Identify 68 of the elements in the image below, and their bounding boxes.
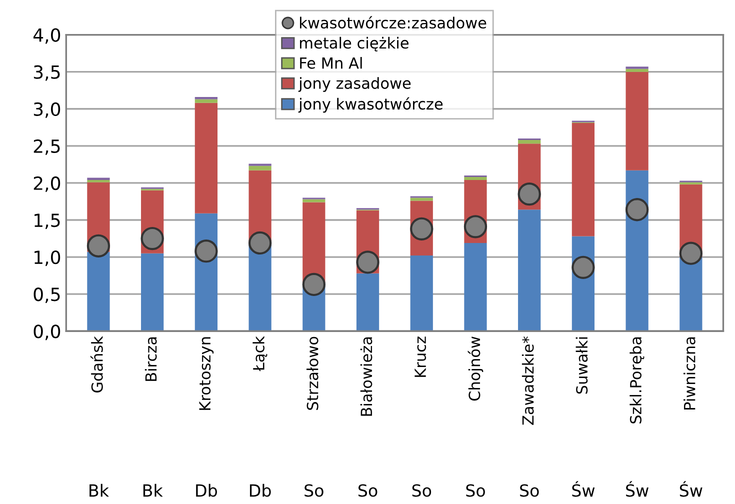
point: [302, 272, 326, 296]
y-tick-label: 4,0: [33, 28, 60, 44]
x-tick-label: Krotoszyn: [199, 337, 214, 410]
bar: [464, 242, 487, 332]
x-tick-label: Suwałki: [576, 337, 588, 394]
y-tick-label: 0,0: [34, 324, 60, 340]
point: [248, 231, 272, 255]
x-tick-label: Chojnów: [468, 336, 484, 401]
text: So: [358, 484, 378, 497]
legend-label: kwasotwórcze:zasadowe: [300, 16, 486, 29]
bar: [572, 122, 595, 236]
text: Db: [250, 484, 271, 497]
x-tick-label: Strzałowo: [306, 336, 318, 410]
bar: [194, 102, 218, 214]
y-tick-label: 3,5: [34, 65, 60, 81]
bar: [141, 253, 164, 332]
legend-label: metale ciężkie: [300, 36, 408, 52]
text: Św: [626, 481, 648, 497]
bar: [248, 166, 272, 170]
bar: [87, 252, 110, 332]
point: [518, 182, 541, 206]
bar: [518, 140, 541, 144]
bar: [302, 202, 326, 283]
text: So: [466, 484, 485, 497]
point: [572, 256, 595, 279]
bar: [410, 256, 433, 332]
point: [86, 234, 110, 258]
x-tick-label: Piwniczna: [684, 337, 696, 410]
bar: [87, 180, 110, 182]
x-tick-label: Szkl.Poręba: [630, 337, 644, 424]
bar: [518, 210, 541, 332]
text: Db: [196, 484, 217, 497]
text: Bk: [143, 484, 163, 497]
bar: [464, 177, 487, 180]
text: So: [412, 484, 432, 497]
point: [194, 240, 218, 263]
point: [625, 198, 649, 222]
y-tick-label: 3,0: [34, 102, 60, 118]
point: [679, 242, 702, 265]
bar: [356, 273, 380, 332]
text: Św: [680, 481, 702, 497]
y-tick-label: 2,5: [34, 139, 60, 155]
point: [356, 250, 380, 274]
x-tick-label: Krucz: [414, 336, 426, 377]
x-tick-label: Bircza: [144, 337, 157, 381]
x-tick-label: Białowieża: [360, 337, 372, 416]
x-tick-label: Gdańsk: [90, 336, 103, 393]
bar: [626, 68, 648, 72]
y-tick-label: 2,0: [34, 176, 60, 192]
bar: [680, 257, 702, 332]
text: So: [520, 484, 539, 497]
point: [464, 215, 488, 238]
y-tick-label: 0,5: [34, 288, 60, 304]
bar: [248, 244, 272, 332]
x-tick-label: Łąck: [252, 336, 268, 372]
legend-label: Fe Mn Al: [300, 56, 362, 69]
point: [140, 226, 164, 250]
bar: [194, 99, 218, 103]
point: [410, 217, 434, 240]
text: Św: [572, 481, 595, 497]
text: So: [304, 484, 324, 497]
y-tick-label: 1,5: [34, 214, 60, 229]
legend-label: jony zasadowe: [298, 77, 411, 92]
bar: [626, 72, 648, 170]
text: Bk: [90, 484, 109, 497]
legend-label: jony kwasotwórcze: [298, 97, 443, 113]
x-tick-label: Zawadzkie*: [522, 336, 534, 425]
y-tick-label: 1,0: [34, 250, 60, 266]
